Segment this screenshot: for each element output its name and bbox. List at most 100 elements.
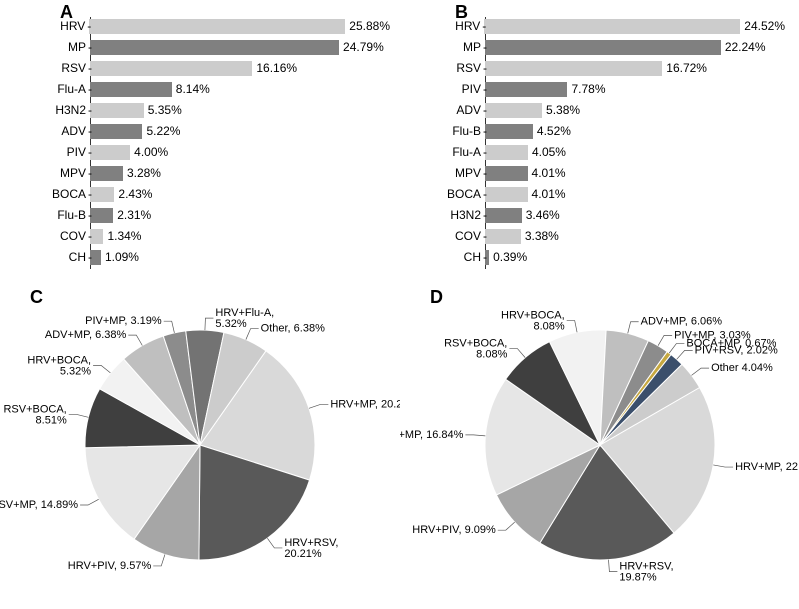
bar — [90, 208, 113, 223]
panel-d-label: D — [430, 287, 443, 308]
pie-label: RSV+BOCA,8.51% — [3, 403, 66, 426]
bar-row: ADV5.38% — [435, 101, 785, 119]
bar-label: COV — [40, 229, 90, 243]
bar-value: 8.14% — [172, 82, 210, 96]
bar-row: Flu-A 4.05% — [435, 143, 785, 161]
bar-label: ADV — [40, 124, 90, 138]
bar-row: HRV 24.52% — [435, 17, 785, 35]
leader-line — [567, 321, 577, 333]
pie-label: Other 4.04% — [711, 362, 773, 374]
bar — [485, 124, 533, 139]
bar-value: 4.05% — [528, 145, 566, 159]
bar-row: RSV16.72% — [435, 59, 785, 77]
bar-chart-a: HRV25.88%MP24.79%RSV16.16%Flu-A8.14%H3N2… — [40, 17, 390, 269]
bar-row: COV 1.34% — [40, 227, 390, 245]
bar-row: H3N23.46% — [435, 206, 785, 224]
bar-value: 5.22% — [142, 124, 180, 138]
bar — [90, 82, 172, 97]
bar-label: Flu-A — [40, 82, 90, 96]
bar-row: Flu-B4.52% — [435, 122, 785, 140]
leader-line — [128, 335, 142, 345]
leader-line — [498, 522, 515, 530]
leader-line — [246, 329, 259, 340]
panel-d: D HRV+MP, 22.22%HRV+RSV,19.87%HRV+PIV, 9… — [400, 295, 799, 605]
pie-label: ADV+MP, 6.38% — [45, 329, 127, 341]
bar-value: 0.39% — [489, 250, 527, 264]
bar-value: 1.34% — [103, 229, 141, 243]
panel-b: B HRV24.52%MP22.24%RSV16.72%PIV7.78%ADV5… — [405, 5, 790, 265]
bar-label: MP — [435, 40, 485, 54]
panel-c-label: C — [30, 287, 43, 308]
leader-line — [628, 322, 639, 334]
leader-line — [80, 499, 99, 505]
bar-row: CH1.09% — [40, 248, 390, 266]
leader-line — [677, 350, 693, 359]
leader-line — [267, 538, 282, 548]
bar-row: RSV16.16% — [40, 59, 390, 77]
bar-label: PIV — [40, 145, 90, 159]
pie-label: HRV+MP, 20.21% — [330, 398, 400, 410]
bar-value: 24.79% — [339, 40, 384, 54]
bar — [90, 166, 123, 181]
bar-value: 4.01% — [528, 187, 566, 201]
bar-label: HRV — [40, 19, 89, 33]
pie-label: ADV+MP, 6.06% — [641, 316, 723, 328]
bar — [90, 124, 142, 139]
leader-line — [713, 465, 733, 467]
bar — [485, 145, 528, 160]
pie-label: HRV+BOCA,8.08% — [501, 310, 565, 333]
bar-value: 5.35% — [144, 103, 182, 117]
bar-value: 7.78% — [567, 82, 605, 96]
leader-line — [509, 349, 525, 358]
bar-row: PIV 7.78% — [435, 80, 785, 98]
leader-line — [153, 555, 165, 566]
bar — [90, 61, 252, 76]
bar-label: RSV — [435, 61, 485, 75]
bar-label: CH — [435, 250, 485, 264]
bar-label: BOCA — [40, 187, 90, 201]
bar-row: BOCA 2.43% — [40, 185, 390, 203]
bar-label: H3N2 — [435, 208, 485, 222]
bar — [90, 145, 130, 160]
pie-label: HRV+BOCA,5.32% — [27, 354, 91, 377]
pie-label: HRV+RSV,19.87% — [619, 561, 673, 584]
bar-value: 24.52% — [740, 19, 785, 33]
bar-label: COV — [435, 229, 485, 243]
bar-label: HRV — [435, 19, 484, 33]
bar-row: CH 0.39% — [435, 248, 785, 266]
leader-line — [465, 435, 485, 436]
pie-chart-c: HRV+MP, 20.21%HRV+RSV,20.21%HRV+PIV, 9.5… — [0, 295, 400, 605]
pie-label: Other, 6.38% — [261, 323, 325, 335]
bar — [485, 187, 528, 202]
pie-label: HRV+MP, 22.22% — [735, 461, 799, 473]
bar-chart-b: HRV24.52%MP22.24%RSV16.72%PIV7.78%ADV5.3… — [435, 17, 785, 269]
leader-line — [658, 335, 672, 345]
pie-label: PIV+RSV, 2.02% — [695, 344, 778, 356]
bar-label: Flu-A — [435, 145, 485, 159]
bar-row: BOCA4.01% — [435, 185, 785, 203]
bar-value: 4.01% — [528, 166, 566, 180]
bar — [485, 208, 522, 223]
bar-label: CH — [40, 250, 90, 264]
bar-value: 4.00% — [130, 145, 168, 159]
bar — [90, 40, 339, 55]
pie-label: HRV+PIV, 9.09% — [412, 524, 496, 536]
bar-row: MPV3.28% — [40, 164, 390, 182]
bar-value: 2.43% — [114, 187, 152, 201]
bar-label: RSV — [40, 61, 90, 75]
pie-label: RSV+MP, 14.89% — [0, 499, 78, 511]
bar-label: PIV — [435, 82, 485, 96]
bar — [484, 19, 740, 34]
pie-chart-d: HRV+MP, 22.22% HRV+RSV,19.87% HRV+PIV, 9.0… — [400, 295, 799, 605]
pie-label: RSV+BOCA,8.08% — [444, 338, 507, 361]
bar-label: Flu-B — [435, 124, 485, 138]
bar-value: 3.38% — [521, 229, 559, 243]
bar-label: H3N2 — [40, 103, 90, 117]
bar-label: Flu-B — [40, 208, 90, 222]
bar-row: PIV 4.00% — [40, 143, 390, 161]
bar-row: HRV25.88% — [40, 17, 390, 35]
bar — [90, 229, 103, 244]
leader-line — [205, 318, 214, 330]
bar-row: Flu-A 8.14% — [40, 80, 390, 98]
bar-row: Flu-B2.31% — [40, 206, 390, 224]
